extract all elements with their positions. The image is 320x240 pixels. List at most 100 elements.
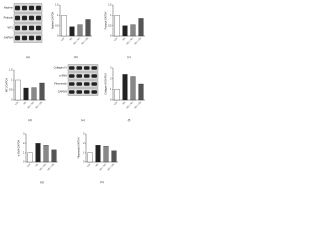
blot-band (22, 35, 27, 41)
y-axis-label: Podocin/GAPDH (105, 11, 108, 29)
blot-band (84, 74, 90, 78)
bar (85, 19, 91, 37)
blot-band (76, 82, 82, 86)
y-tick-label: 1 (110, 14, 112, 17)
bar (51, 149, 57, 163)
blot-band (69, 66, 75, 70)
blot-band (36, 5, 41, 11)
blot-band (91, 82, 97, 86)
x-tick-label: HG (69, 37, 73, 41)
panel-label: (b) (74, 55, 78, 59)
blot-label: Nephrin (4, 6, 14, 10)
bar (15, 79, 21, 101)
blot-strip (67, 72, 99, 80)
blot-strip (67, 80, 99, 88)
y-tick-label: 2 (110, 77, 112, 80)
blot-band (76, 74, 82, 78)
bar (31, 87, 37, 101)
x-tick-label: Con (27, 163, 32, 168)
panel-label: (c) (127, 55, 131, 59)
bar (122, 74, 128, 101)
x-tick-label: HG (35, 163, 39, 167)
blot-band (29, 25, 34, 31)
x-tick-label: HG (23, 101, 27, 105)
y-tick-label: 0.5 (108, 24, 112, 27)
bar (114, 89, 120, 101)
x-tick-label: HG + NC (99, 163, 107, 171)
blot-band (91, 66, 97, 70)
x-tick-label: HG + OE (107, 163, 115, 171)
y-tick-label: 2 (83, 142, 85, 145)
blot-label: GAPDH (58, 90, 67, 94)
y-tick-label: 0.5 (9, 89, 13, 92)
y-tick-label: 1 (11, 79, 13, 82)
bar (130, 76, 136, 101)
y-tick-label: 3 (110, 67, 112, 70)
blot-band (91, 74, 97, 78)
x-tick-label: HG + NC (73, 37, 81, 45)
blot-band (15, 15, 20, 21)
x-tick-label: HG + NC (126, 101, 134, 109)
blot-band (84, 82, 90, 86)
blot-band (22, 15, 27, 21)
blot-band (15, 35, 20, 41)
blot-band (29, 35, 34, 41)
x-tick-label: HG + OE (35, 101, 43, 109)
y-tick-label: 3 (83, 133, 85, 136)
panel-label: (e) (81, 118, 85, 122)
x-tick-label: HG + NC (27, 101, 35, 109)
panel-label: (g) (40, 180, 44, 184)
bar (111, 150, 117, 163)
blot-band (15, 25, 20, 31)
x-tick-label: Con (61, 37, 66, 42)
y-axis-label: WT1/GAPDH (6, 78, 9, 92)
blot-band (69, 90, 75, 94)
y-tick-label: 0 (11, 99, 13, 102)
y-axis-label: α-SMA/GAPDH (18, 139, 21, 156)
x-tick-label: HG + OE (134, 37, 142, 45)
bar (77, 24, 83, 37)
bar (122, 25, 128, 37)
blot-band (36, 15, 41, 21)
blot-strip (13, 13, 43, 23)
bar (35, 143, 41, 163)
y-tick-label: 0 (110, 35, 112, 38)
x-tick-label: HG (122, 101, 126, 105)
blot-band (69, 82, 75, 86)
y-tick-label: 0 (23, 161, 25, 164)
blot-strip (67, 88, 99, 96)
bar (87, 152, 93, 163)
blot-label: GAPDH (4, 36, 13, 40)
blot-band (84, 66, 90, 70)
blot-strip (67, 64, 99, 72)
x-tick-label: HG + OE (47, 163, 55, 171)
blot-band (84, 90, 90, 94)
bar (114, 15, 120, 37)
y-tick-label: 1.5 (55, 4, 59, 7)
blot-band (22, 5, 27, 11)
blot-band (69, 74, 75, 78)
y-tick-label: 0 (83, 161, 85, 164)
bar (138, 18, 144, 37)
bar (39, 82, 45, 101)
y-tick-label: 1 (83, 151, 85, 154)
blot-band (15, 5, 20, 11)
y-tick-label: 0 (57, 35, 59, 38)
blot-band (22, 25, 27, 31)
y-tick-label: 0 (110, 99, 112, 102)
y-axis-label: Nephrin/GAPDH (52, 11, 55, 29)
bar (69, 26, 75, 37)
blot-band (29, 5, 34, 11)
y-tick-label: 1.5 (9, 69, 13, 72)
blot-band (76, 90, 82, 94)
bar (95, 145, 101, 163)
blot-band (36, 25, 41, 31)
y-tick-label: 0.5 (55, 24, 59, 27)
y-axis-label: Fibronectin/GAPDH (78, 137, 81, 158)
bar (138, 83, 144, 101)
blot-band (76, 66, 82, 70)
blot-strip (13, 3, 43, 13)
panel-label: (h) (100, 180, 104, 184)
blot-strip (13, 23, 43, 33)
blot-label: Collagen IV (54, 66, 68, 70)
